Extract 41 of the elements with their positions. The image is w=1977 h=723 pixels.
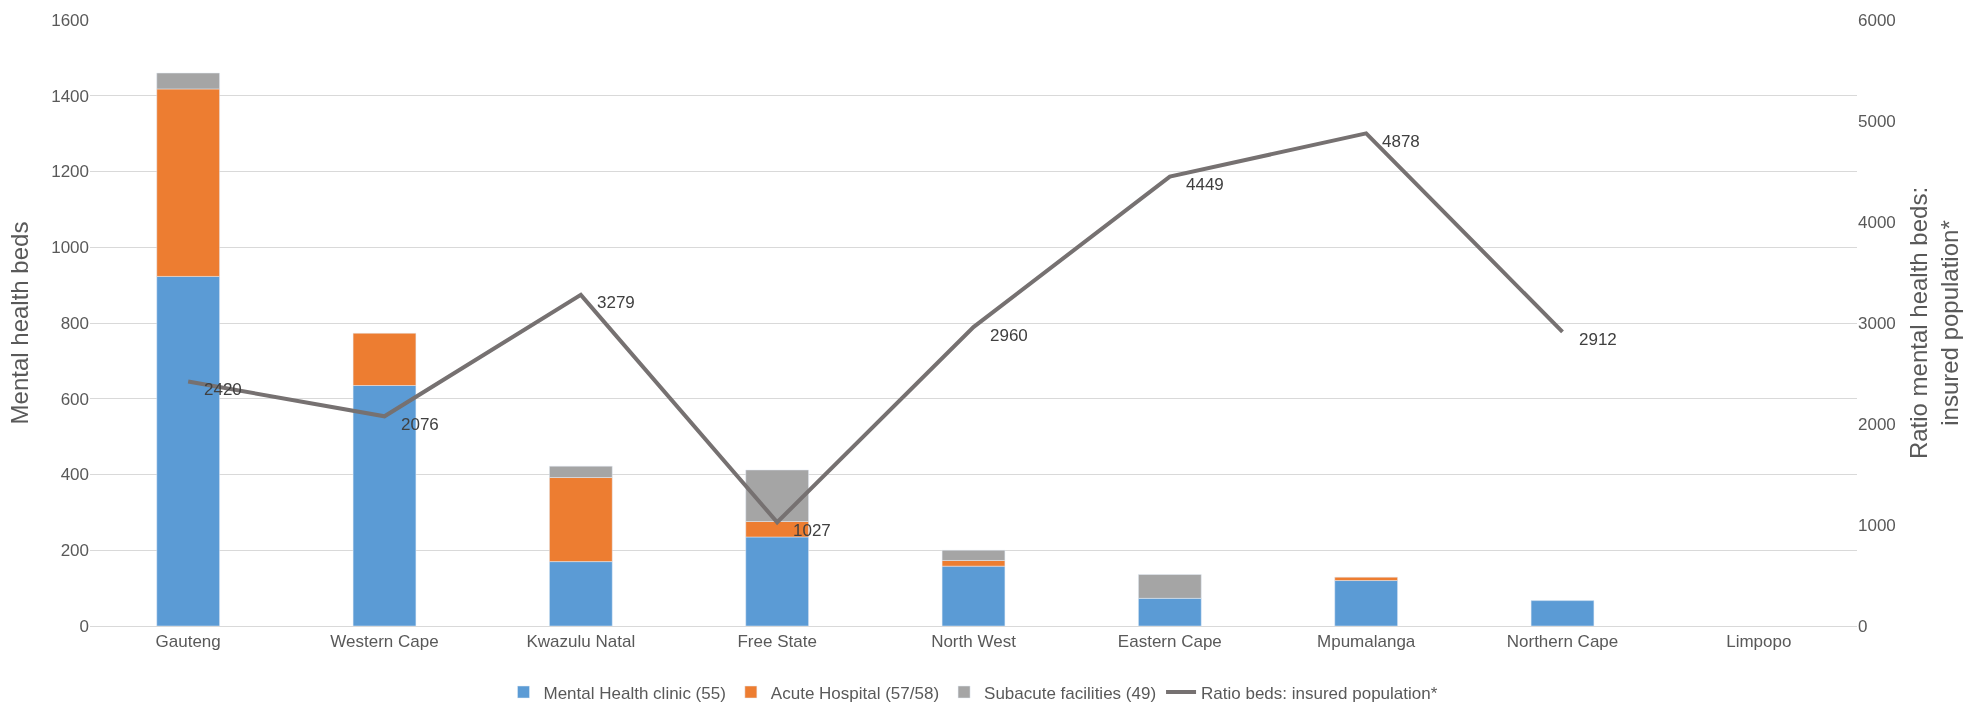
x-tick-label: Northern Cape bbox=[1506, 632, 1619, 652]
data-label: 2960 bbox=[990, 326, 1028, 345]
x-tick-label: Eastern Cape bbox=[1117, 632, 1222, 652]
y2-tick-label: 1000 bbox=[1858, 515, 1896, 535]
y2-tick-label: 0 bbox=[1858, 616, 1868, 636]
y-tick-label: 1200 bbox=[51, 162, 89, 182]
data-label: 2420 bbox=[204, 380, 242, 399]
legend-label: Mental Health clinic (55) bbox=[543, 683, 726, 703]
y-tick-label: 800 bbox=[60, 313, 89, 333]
x-tick-label: North West bbox=[931, 632, 1017, 652]
y-tick-label: 600 bbox=[60, 389, 89, 409]
y2-tick-label: 2000 bbox=[1858, 414, 1896, 434]
bar bbox=[1334, 580, 1398, 626]
y2-tick-label: 5000 bbox=[1858, 111, 1896, 131]
data-label: 2912 bbox=[1579, 330, 1617, 349]
y-tick-label: 1000 bbox=[51, 238, 89, 258]
y2-tick-label: 6000 bbox=[1858, 10, 1896, 30]
x-tick-label: Western Cape bbox=[330, 632, 439, 652]
bar bbox=[1530, 600, 1595, 626]
y2-axis-title: Ratio mental health beds: insured population* bbox=[1905, 186, 1964, 460]
y-axis-title: Mental health beds bbox=[6, 221, 34, 425]
x-tick-label: Mpumalanga bbox=[1317, 632, 1416, 652]
y-tick-label: 1400 bbox=[51, 86, 89, 106]
legend-label: Ratio beds: insured population* bbox=[1201, 683, 1438, 703]
bar bbox=[941, 565, 1006, 626]
x-tick-label: Limpopo bbox=[1726, 632, 1792, 652]
legend-label: Acute Hospital (57/58) bbox=[770, 683, 940, 703]
y2-tick-label: 3000 bbox=[1858, 313, 1896, 333]
data-label: 3279 bbox=[597, 293, 635, 312]
line-series bbox=[186, 131, 1565, 525]
x-tick-label: Gauteng bbox=[155, 632, 221, 652]
x-tick-label: Free State bbox=[737, 632, 817, 652]
legend-label: Subacute facilities (49) bbox=[984, 683, 1157, 703]
y-tick-label: 1600 bbox=[51, 10, 89, 30]
y-tick-label: 400 bbox=[60, 465, 89, 485]
data-label: 4449 bbox=[1186, 175, 1224, 194]
y2-tick-label: 4000 bbox=[1858, 212, 1896, 232]
x-tick-label: Kwazulu Natal bbox=[526, 632, 636, 652]
y-tick-label: 0 bbox=[79, 616, 89, 636]
y-tick-label: 200 bbox=[60, 541, 89, 561]
data-label: 4878 bbox=[1382, 132, 1420, 151]
